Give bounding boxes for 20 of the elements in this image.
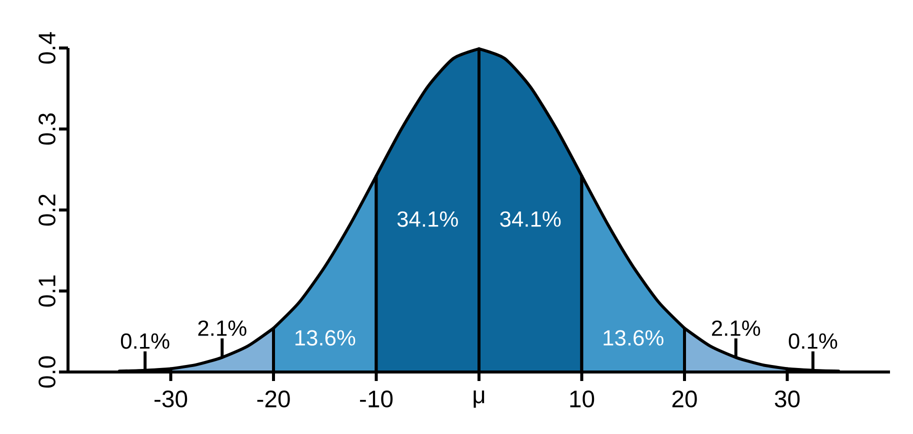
annotation: 2.1% xyxy=(198,320,246,336)
y-tick-label: 0.4 xyxy=(38,32,56,64)
x-tick-label: 30 xyxy=(774,390,800,408)
annotation: 34.1% xyxy=(500,211,561,227)
annotation: 0.1% xyxy=(788,333,838,349)
annotation: 34.1% xyxy=(397,211,458,227)
y-tick-label: 0.2 xyxy=(38,194,56,226)
x-tick-label: μ xyxy=(474,390,484,408)
y-tick-label: 0.0 xyxy=(38,356,56,388)
annotation: 13.6% xyxy=(604,330,664,346)
x-tick-label: -20 xyxy=(257,390,290,408)
x-tick-label: 10 xyxy=(570,390,594,408)
annotation: 2.1% xyxy=(712,320,760,336)
y-tick-label: 0.1 xyxy=(38,276,56,307)
x-tick-label: -10 xyxy=(360,390,393,408)
x-tick-label: 20 xyxy=(672,390,697,408)
x-tick-label: -30 xyxy=(154,390,188,408)
y-tick-label: 0.3 xyxy=(38,113,56,145)
annotation: 0.1% xyxy=(120,333,170,349)
annotation: 13.6% xyxy=(295,330,356,346)
